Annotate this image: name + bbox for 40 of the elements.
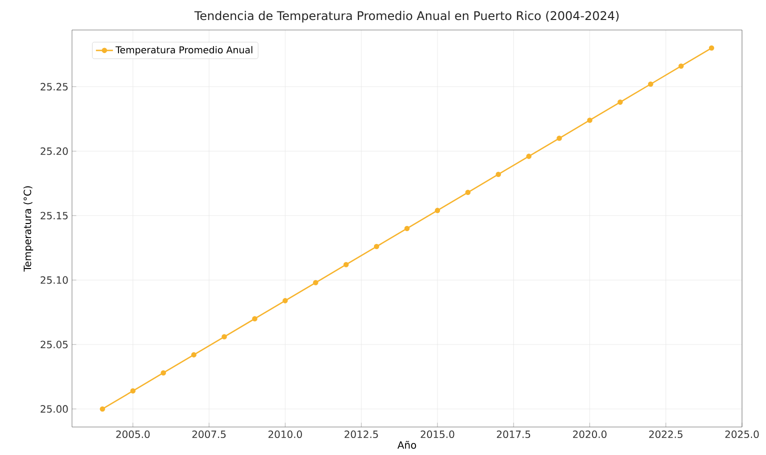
point — [404, 226, 410, 232]
point — [434, 208, 440, 214]
point — [160, 370, 166, 376]
chart-title: Tendencia de Temperatura Promedio Anual en Puerto Rico (2004-2024) — [194, 10, 619, 22]
point — [100, 406, 106, 412]
point — [313, 280, 318, 286]
point — [222, 334, 227, 340]
legend-label: Temperatura Promedio Anual — [116, 46, 252, 56]
x-tick-label: 2010.0 — [268, 430, 302, 438]
x-axis-title: Año — [397, 440, 416, 449]
point — [130, 388, 136, 394]
point — [282, 298, 288, 304]
point — [465, 190, 471, 196]
point — [252, 316, 258, 322]
x-tick-label: 2012.5 — [344, 430, 378, 438]
point — [343, 262, 349, 268]
y-axis-title: Temperatura (°C) — [23, 186, 34, 272]
point — [618, 100, 623, 105]
point — [648, 81, 654, 87]
point — [587, 118, 592, 123]
point — [708, 45, 714, 51]
point — [191, 352, 196, 358]
y-tick-label: 25.00 — [40, 405, 68, 413]
y-tick-label: 25.10 — [40, 276, 68, 284]
point — [678, 63, 684, 69]
y-tick-label: 25.25 — [40, 82, 68, 90]
point — [374, 244, 380, 250]
x-tick-label: 2022.5 — [649, 430, 682, 438]
x-tick-label: 2025.0 — [725, 430, 759, 438]
y-tick-label: 25.15 — [40, 212, 68, 220]
point — [496, 172, 502, 177]
x-tick-label: 2017.5 — [496, 430, 530, 438]
x-tick-label: 2020.0 — [573, 430, 607, 438]
x-tick-label: 2005.0 — [116, 430, 150, 438]
x-tick-label: 2007.5 — [192, 430, 226, 438]
x-tick-label: 2015.0 — [420, 430, 454, 438]
y-tick-label: 25.20 — [40, 147, 68, 155]
y-tick-label: 25.05 — [40, 340, 68, 348]
point — [526, 154, 532, 159]
point — [556, 136, 562, 141]
